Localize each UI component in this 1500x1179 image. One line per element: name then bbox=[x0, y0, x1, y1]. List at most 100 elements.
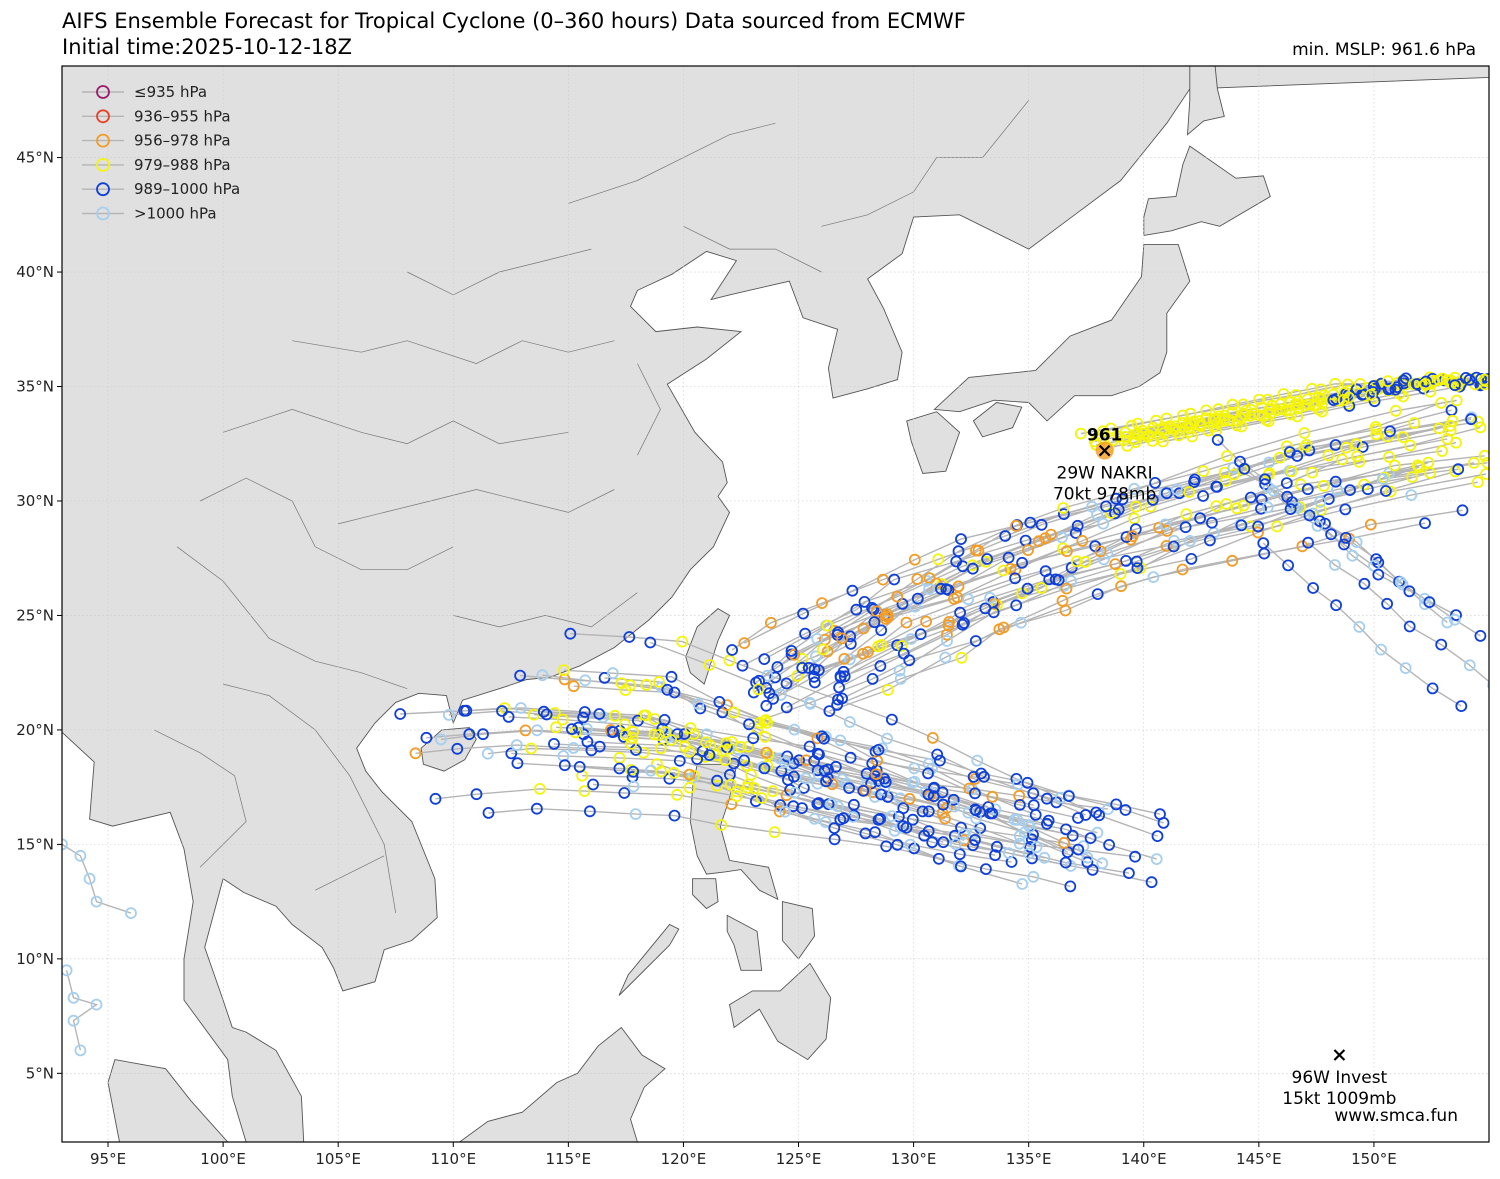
track-point bbox=[1271, 520, 1283, 533]
track-point bbox=[1252, 526, 1264, 539]
track-point bbox=[1054, 791, 1067, 804]
track-point bbox=[668, 686, 681, 699]
track-point bbox=[1109, 558, 1122, 570]
track-point bbox=[1370, 428, 1383, 441]
track-point bbox=[665, 734, 678, 746]
track-point bbox=[908, 762, 921, 775]
track-point bbox=[797, 607, 809, 620]
track-point bbox=[1273, 451, 1286, 464]
lon-tick-label: 120°E bbox=[661, 1150, 707, 1168]
track-point bbox=[1218, 414, 1231, 427]
track-point bbox=[926, 836, 939, 849]
track-point bbox=[956, 618, 969, 631]
track-point bbox=[768, 826, 781, 839]
track-point bbox=[90, 895, 103, 908]
track-point bbox=[1091, 508, 1103, 521]
lat-tick-label: 15°N bbox=[16, 835, 54, 853]
track-point bbox=[617, 731, 630, 743]
track-point bbox=[1128, 512, 1141, 525]
track-point bbox=[828, 833, 841, 846]
track-point bbox=[1264, 407, 1277, 420]
track-point bbox=[1325, 528, 1337, 541]
land-panay-negros bbox=[726, 914, 763, 971]
track-point bbox=[1436, 372, 1449, 385]
track-point bbox=[713, 696, 726, 708]
track-point bbox=[1388, 459, 1401, 472]
track-point bbox=[1424, 467, 1436, 479]
track-point bbox=[1281, 440, 1293, 453]
track-point bbox=[74, 849, 87, 862]
min-mslp-label: min. MSLP: 961.6 hPa bbox=[1292, 40, 1476, 60]
legend-marker bbox=[96, 182, 110, 197]
track-point bbox=[986, 807, 999, 820]
track-point bbox=[1406, 471, 1419, 483]
track-point bbox=[1212, 403, 1225, 416]
track-line bbox=[646, 684, 1097, 814]
track-point bbox=[1449, 465, 1462, 478]
track-point bbox=[778, 756, 791, 769]
track-point bbox=[1112, 503, 1125, 516]
track-point bbox=[796, 662, 809, 674]
track-point bbox=[874, 812, 887, 825]
track-point bbox=[548, 707, 561, 719]
lon-tick-label: 150°E bbox=[1351, 1150, 1397, 1168]
track-point bbox=[819, 816, 832, 828]
track-point bbox=[1197, 490, 1209, 502]
track-point bbox=[1411, 378, 1423, 390]
lon-tick-label: 110°E bbox=[430, 1150, 476, 1168]
track-point bbox=[880, 840, 893, 853]
track-point bbox=[788, 770, 800, 783]
track-point bbox=[755, 792, 768, 804]
track-point bbox=[1100, 500, 1112, 513]
track-point bbox=[928, 781, 940, 794]
track-point bbox=[715, 819, 728, 831]
track-point bbox=[1358, 577, 1371, 590]
track-point bbox=[1423, 596, 1436, 609]
track-point bbox=[1280, 404, 1293, 417]
track-point bbox=[1253, 393, 1266, 406]
legend-label: 956–978 hPa bbox=[134, 132, 231, 150]
track-point bbox=[888, 573, 901, 586]
legend-label: >1000 hPa bbox=[134, 205, 217, 223]
border-line bbox=[315, 855, 385, 891]
track-point bbox=[808, 755, 820, 767]
track-point bbox=[514, 669, 526, 682]
track-point bbox=[1472, 415, 1484, 428]
track-point bbox=[844, 638, 857, 650]
track-point bbox=[1390, 404, 1402, 417]
track-point bbox=[1220, 498, 1233, 510]
track-point bbox=[1211, 433, 1224, 446]
track-point bbox=[62, 964, 73, 977]
track-point bbox=[759, 731, 771, 743]
track-point bbox=[496, 705, 508, 717]
track-point bbox=[90, 998, 103, 1011]
lon-tick-label: 130°E bbox=[891, 1150, 937, 1168]
track-point bbox=[1084, 832, 1097, 844]
track-markers bbox=[62, 371, 1489, 1057]
track-point bbox=[969, 635, 982, 647]
land-borneo bbox=[444, 1026, 666, 1142]
track-point bbox=[1474, 421, 1487, 434]
track-point bbox=[1070, 555, 1083, 568]
track-point bbox=[1234, 455, 1246, 468]
track-point bbox=[394, 708, 407, 720]
track-point bbox=[1322, 449, 1335, 462]
legend-label: 979–988 hPa bbox=[134, 156, 231, 174]
track-point bbox=[1413, 460, 1426, 473]
track-point bbox=[556, 713, 569, 726]
track-point bbox=[948, 592, 960, 605]
track-point bbox=[1291, 410, 1304, 423]
track-point bbox=[1170, 425, 1183, 438]
track-point bbox=[932, 553, 945, 566]
lon-tick-label: 100°E bbox=[200, 1150, 246, 1168]
track-point bbox=[1350, 438, 1363, 451]
track-point bbox=[932, 852, 945, 865]
track-line bbox=[1262, 542, 1462, 707]
track-point bbox=[908, 842, 920, 855]
track-point bbox=[922, 825, 935, 838]
track-point bbox=[1057, 502, 1070, 514]
track-point bbox=[460, 704, 473, 717]
track-line bbox=[570, 633, 1158, 837]
track-point bbox=[482, 807, 495, 819]
track-point bbox=[1161, 525, 1173, 537]
